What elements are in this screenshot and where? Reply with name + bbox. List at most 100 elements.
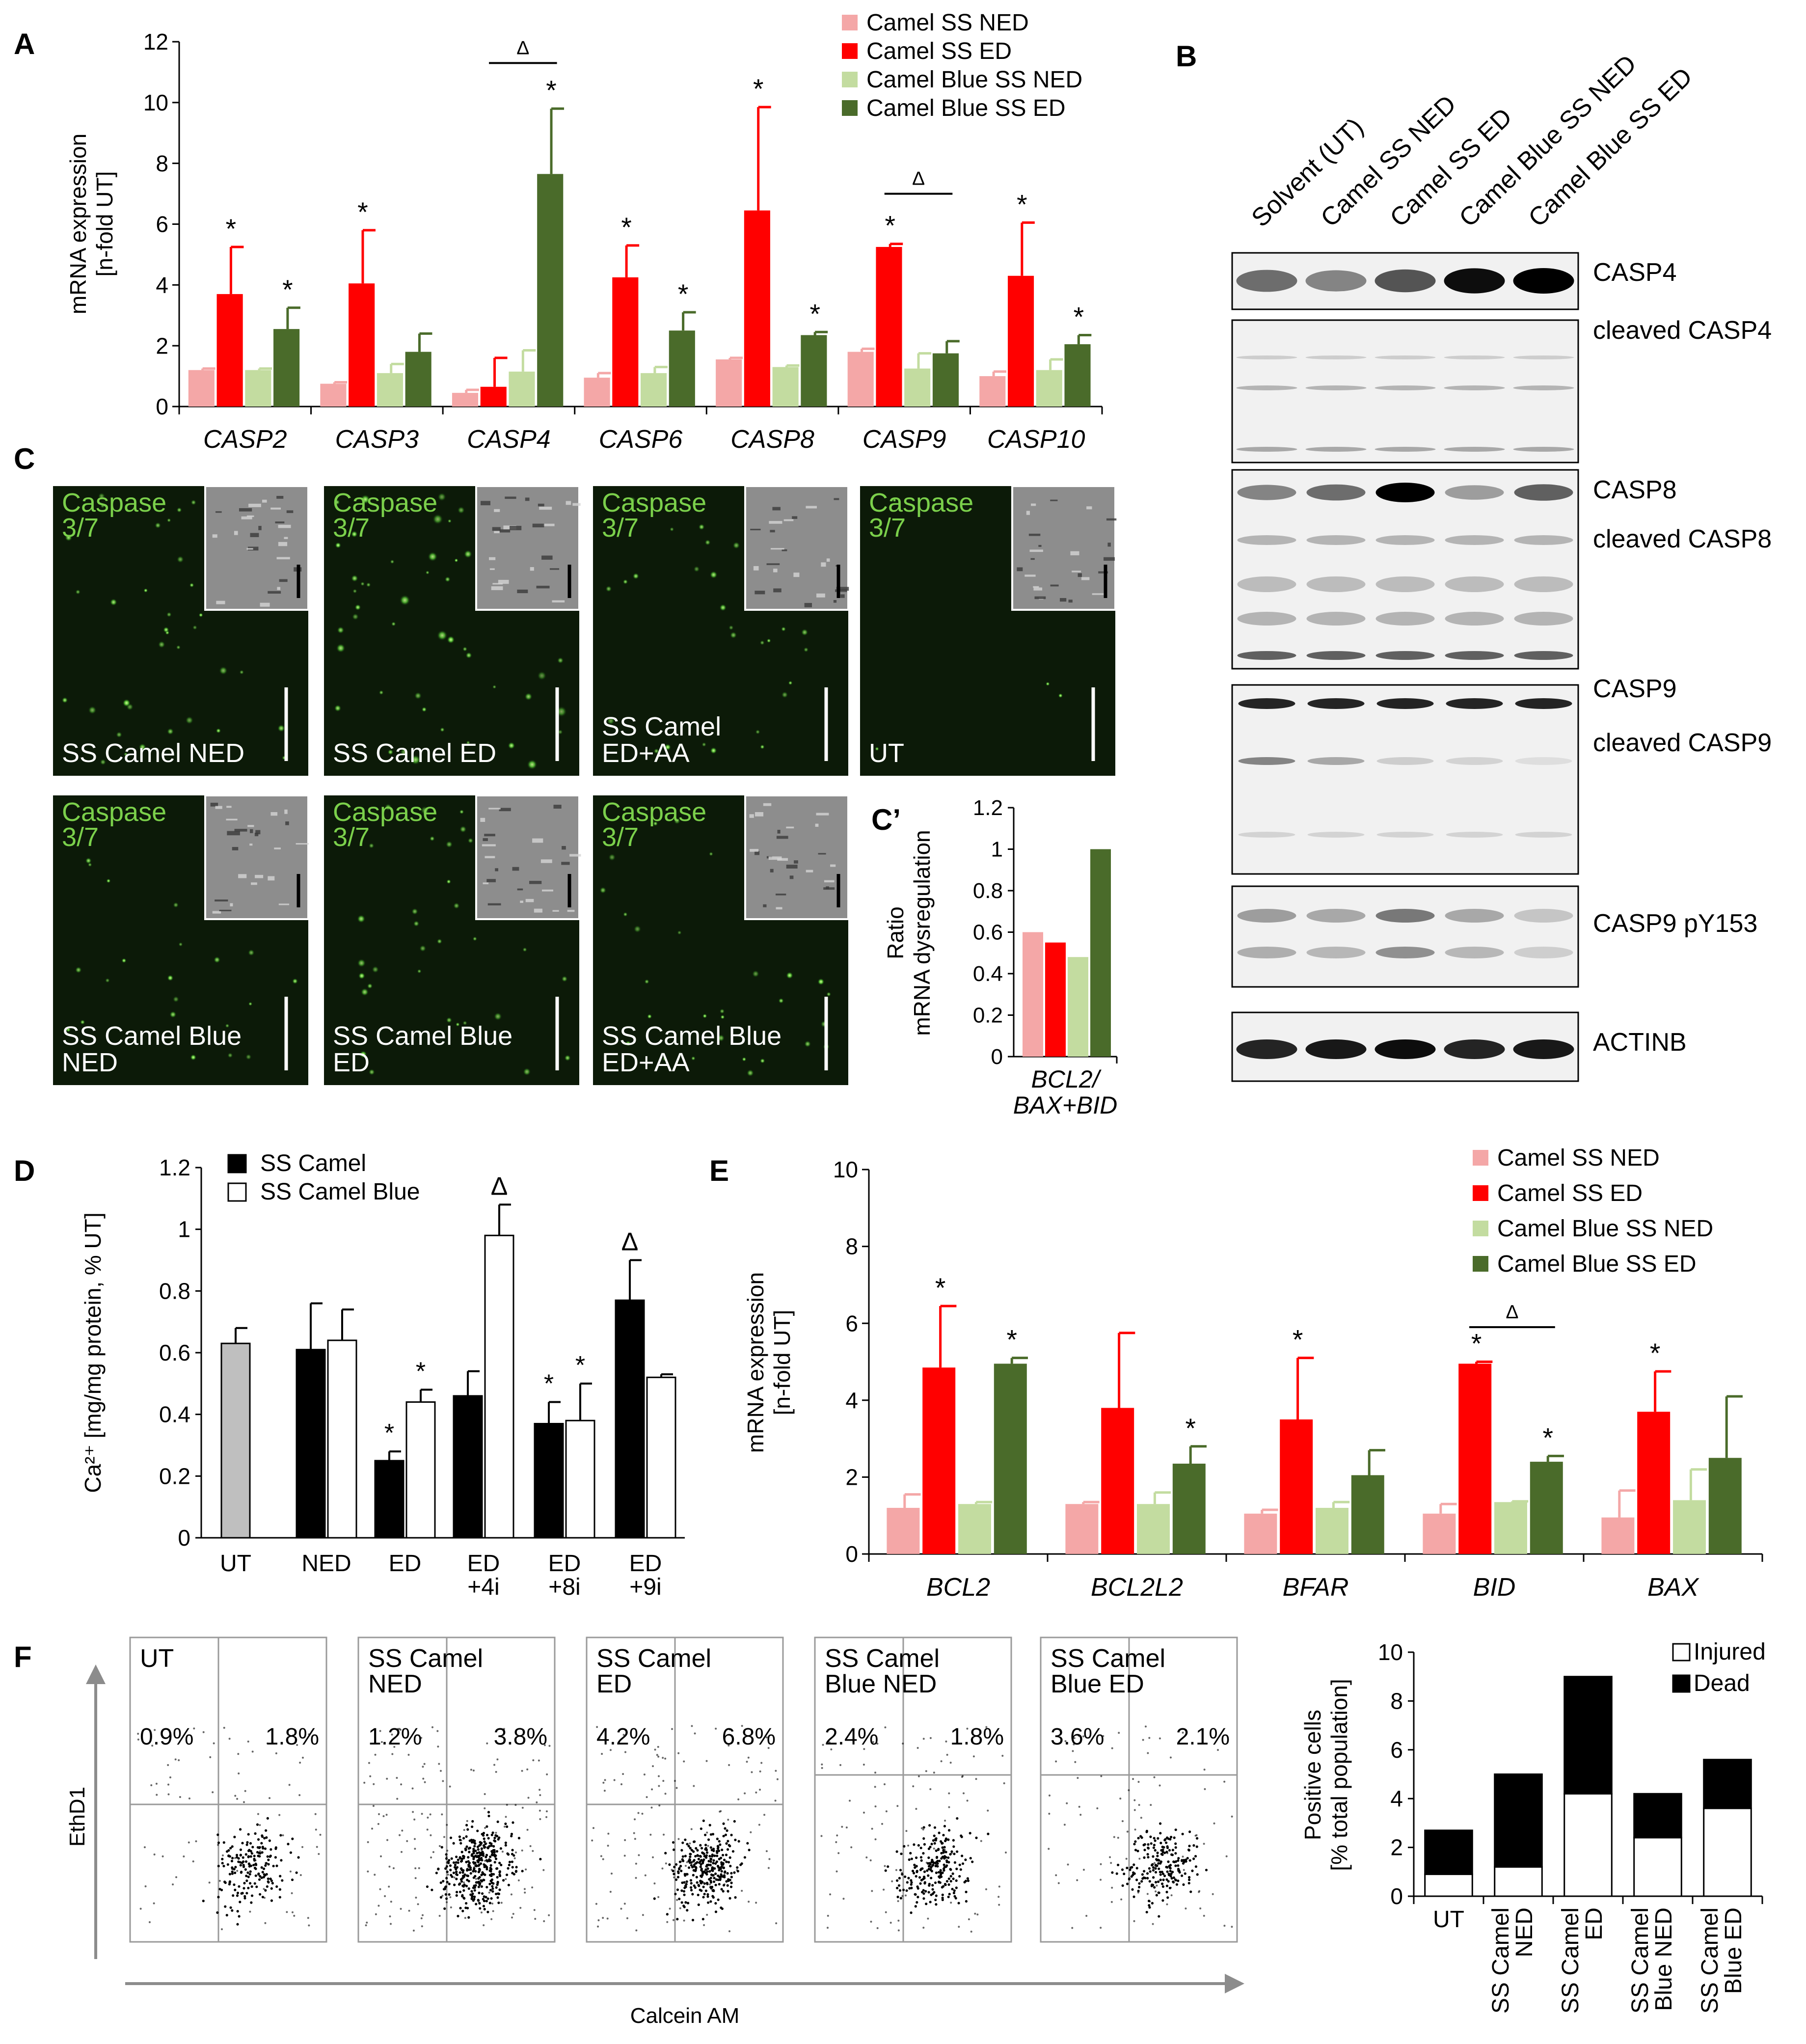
blot-band	[1375, 909, 1435, 923]
flow-event	[511, 1866, 514, 1869]
flow-event	[266, 1855, 269, 1858]
flow-event	[263, 1888, 265, 1890]
flow-event	[449, 1864, 452, 1867]
flow-event	[927, 1917, 929, 1920]
flow-event	[958, 1926, 960, 1928]
bar	[327, 1339, 357, 1539]
flow-event	[236, 1856, 239, 1859]
flow-event	[693, 1785, 695, 1787]
significance-star: *	[1006, 1325, 1017, 1355]
flow-event	[279, 1834, 282, 1837]
flow-event	[606, 1917, 609, 1920]
flow-event	[1079, 1814, 1082, 1816]
flow-event	[1205, 1869, 1208, 1872]
flow-event	[1167, 1860, 1170, 1863]
brightfield-texture	[489, 557, 496, 560]
brightfield-inset	[744, 485, 849, 611]
fluorescent-cell	[537, 671, 547, 681]
fluorescent-cell	[463, 549, 472, 558]
flow-event	[1188, 1859, 1191, 1862]
stacked-bar-segment	[1494, 1866, 1543, 1897]
flow-event	[891, 1880, 893, 1882]
brightfield-inset	[204, 794, 309, 920]
flow-event	[695, 1866, 698, 1869]
flow-event	[1172, 1876, 1175, 1879]
brightfield-texture	[529, 881, 542, 884]
flow-event	[477, 1861, 480, 1864]
flow-event	[431, 1888, 433, 1891]
flow-event	[945, 1880, 949, 1883]
quadrant-percentage-dead: 2.4%	[825, 1724, 878, 1750]
flow-event	[638, 1854, 640, 1856]
image-caption: ED+AA	[602, 1048, 690, 1077]
flow-event	[1147, 1843, 1150, 1846]
flow-event	[897, 1919, 900, 1922]
flow-event	[931, 1892, 934, 1895]
flow-event	[534, 1918, 537, 1920]
flow-event	[236, 1891, 240, 1894]
flow-event	[1121, 1868, 1124, 1871]
flow-event	[722, 1890, 725, 1893]
flow-event	[286, 1911, 288, 1913]
flow-event	[922, 1826, 925, 1829]
quadrant-percentage-injured: 6.8%	[722, 1724, 776, 1750]
flow-event	[706, 1893, 709, 1896]
flow-event	[686, 1843, 689, 1846]
fluorescent-cell	[219, 666, 228, 675]
flow-event	[495, 1886, 498, 1889]
flow-event	[924, 1890, 927, 1893]
quadrant-percentage-dead: 4.2%	[596, 1724, 650, 1750]
blot-band	[1445, 576, 1504, 592]
legend-label-blue-ned: Camel Blue SS NED	[1497, 1216, 1713, 1242]
blot-band	[1446, 757, 1503, 765]
flow-event	[460, 1857, 464, 1860]
flow-event	[1223, 1925, 1226, 1927]
flow-event	[237, 1753, 240, 1755]
flow-event	[247, 1862, 251, 1865]
flow-event	[700, 1874, 702, 1878]
flow-event	[900, 1853, 903, 1855]
flow-event	[265, 1836, 268, 1839]
flow-event	[928, 1862, 931, 1865]
flow-event	[706, 1831, 708, 1834]
flow-event	[224, 1905, 227, 1908]
brightfield-texture	[776, 836, 788, 839]
flow-event	[920, 1827, 923, 1829]
blot-band	[1444, 447, 1505, 452]
flow-event	[471, 1892, 474, 1895]
significance-mark: *	[544, 1370, 554, 1398]
brightfield-texture	[776, 894, 786, 896]
flow-event	[602, 1917, 604, 1919]
flow-event	[221, 1857, 224, 1860]
flow-event	[464, 1917, 466, 1919]
bar	[405, 352, 431, 407]
brightfield-texture	[260, 602, 270, 607]
y-tick-label: 6	[1390, 1737, 1403, 1763]
flow-event	[498, 1888, 501, 1891]
flow-event	[459, 1842, 462, 1845]
flow-event	[480, 1874, 483, 1877]
blot-label: CASP4	[1593, 258, 1677, 287]
flow-event	[720, 1865, 723, 1868]
image-caption: ED+AA	[602, 738, 690, 768]
brightfield-texture	[840, 594, 845, 598]
bar	[565, 1419, 595, 1539]
brightfield-texture	[826, 558, 830, 562]
flow-event	[943, 1863, 945, 1866]
flow-event	[299, 1874, 302, 1876]
flow-event	[1170, 1894, 1173, 1897]
flow-event	[137, 1733, 139, 1735]
flow-event	[679, 1907, 681, 1909]
flow-event	[429, 1813, 431, 1816]
flow-event	[497, 1901, 500, 1905]
flow-event	[453, 1866, 457, 1869]
flow-event	[684, 1901, 687, 1904]
flow-event	[231, 1870, 234, 1873]
flow-event	[775, 1922, 778, 1925]
flow-event	[760, 1762, 763, 1764]
flow-event	[462, 1869, 465, 1872]
brightfield-texture	[1033, 587, 1043, 591]
blot-band	[1514, 576, 1573, 592]
fluorescent-cell	[447, 519, 452, 523]
flow-event	[445, 1897, 448, 1900]
